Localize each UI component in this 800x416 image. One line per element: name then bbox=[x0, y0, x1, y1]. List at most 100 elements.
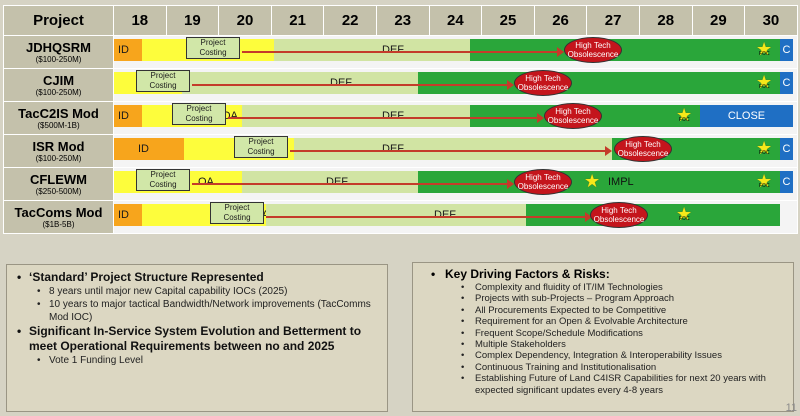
timeline-track: ID OA DEF CLOSE Project Costing High Tec… bbox=[113, 101, 798, 135]
project-name: JDHQSRM bbox=[25, 39, 91, 55]
factor-item: Complexity and fluidity of IT/IM Technol… bbox=[417, 282, 789, 294]
timeline-track: A DEF C Project Costing High Tech Obsole… bbox=[113, 68, 798, 102]
project-label: JDHQSRM ($100-250M) bbox=[3, 35, 114, 69]
close-label: C bbox=[780, 138, 793, 160]
year-26: 26 bbox=[533, 5, 588, 36]
project-row-jdhqsrm: JDHQSRM ($100-250M) ID DEF C Project Cos… bbox=[3, 35, 798, 69]
risk-oval: High Tech Obsolescence bbox=[514, 169, 572, 195]
factor-item: Complex Dependency, Integration & Intero… bbox=[417, 350, 789, 362]
project-cost: ($100-250M) bbox=[35, 153, 82, 163]
project-row-taccoms-mod: TacComs Mod ($1B-5B) ID A DEF Project Co… bbox=[3, 200, 798, 234]
timeline-arrow bbox=[228, 113, 544, 123]
project-costing-box: Project Costing bbox=[136, 169, 190, 191]
factor-item: All Procurements Expected to be Competit… bbox=[417, 305, 789, 317]
project-structure-box: ‘Standard’ Project Structure Represented… bbox=[6, 264, 388, 412]
def-phase: DEF bbox=[274, 39, 470, 61]
year-28: 28 bbox=[638, 5, 693, 36]
year-22: 22 bbox=[323, 5, 377, 36]
id-phase: ID bbox=[114, 138, 184, 160]
year-20: 20 bbox=[218, 5, 272, 36]
timeline-arrow bbox=[266, 212, 592, 222]
close-label: C bbox=[780, 72, 793, 94]
structure-point: 10 years to major tactical Bandwidth/Net… bbox=[13, 298, 381, 324]
project-costing-box: Project Costing bbox=[210, 202, 264, 224]
project-cost: ($250-500M) bbox=[35, 186, 82, 196]
factor-item: Multiple Stakeholders bbox=[417, 339, 789, 351]
foc-star-icon: ★ FOC bbox=[676, 204, 693, 224]
foc-star-icon: ★ FOC bbox=[756, 72, 773, 92]
risk-oval: High Tech Obsolescence bbox=[544, 103, 602, 129]
project-name: TacC2IS Mod bbox=[18, 105, 99, 121]
structure-point: 8 years until major new Capital capabili… bbox=[13, 285, 381, 298]
timeline-track: ID A DEF Project Costing High Tech Obsol… bbox=[113, 200, 798, 234]
timeline-arrow bbox=[290, 146, 612, 156]
foc-star-icon: ★ FOC bbox=[756, 138, 773, 158]
funding-point: Vote 1 Funding Level bbox=[13, 354, 381, 367]
project-costing-box: Project Costing bbox=[186, 37, 240, 59]
id-phase: ID bbox=[114, 105, 142, 127]
ioc-star-icon: ★ bbox=[584, 171, 601, 191]
risk-oval: High Tech Obsolescence bbox=[590, 202, 648, 228]
project-name: CFLEWM bbox=[29, 171, 88, 187]
project-label: CJIM ($100-250M) bbox=[3, 68, 114, 102]
risk-oval: High Tech Obsolescence bbox=[514, 70, 572, 96]
roadmap-table: Project 18 19 20 21 22 23 24 25 26 27 28… bbox=[3, 5, 798, 234]
timeline-arrow bbox=[192, 80, 514, 90]
project-cost: ($500M-1B) bbox=[37, 120, 80, 130]
page-number: 11 bbox=[785, 402, 797, 414]
foc-star-icon: ★ FOC bbox=[756, 171, 773, 191]
risk-oval: High Tech Obsolescence bbox=[564, 37, 622, 63]
year-21: 21 bbox=[270, 5, 325, 36]
project-cost: ($100-250M) bbox=[35, 87, 82, 97]
project-row-tacc2is-mod: TacC2IS Mod ($500M-1B) ID OA DEF CLOSE P… bbox=[3, 101, 798, 135]
project-name: ISR Mod bbox=[32, 138, 85, 154]
def-phase: DEF bbox=[294, 138, 612, 160]
project-costing-box: Project Costing bbox=[136, 70, 190, 92]
year-header-row: Project 18 19 20 21 22 23 24 25 26 27 28… bbox=[3, 5, 798, 36]
close-label: C bbox=[780, 171, 793, 193]
project-cost: ($100-250M) bbox=[35, 54, 82, 64]
factor-item: Continuous Training and Institutionalisa… bbox=[417, 362, 789, 374]
timeline-arrow bbox=[242, 47, 564, 57]
evolution-heading: Significant In-Service System Evolution … bbox=[13, 324, 381, 354]
def-phase: DEF bbox=[182, 72, 418, 94]
foc-star-icon: ★ FOC bbox=[676, 105, 693, 125]
project-label: TacC2IS Mod ($500M-1B) bbox=[3, 101, 114, 135]
year-23: 23 bbox=[375, 5, 430, 36]
key-factors-title: Key Driving Factors & Risks: bbox=[417, 267, 789, 282]
timeline-track: ID DEF C Project Costing High Tech Obsol… bbox=[113, 35, 798, 69]
def-phase: DEF bbox=[266, 204, 526, 226]
structure-heading: ‘Standard’ Project Structure Represented bbox=[13, 270, 381, 285]
year-30: 30 bbox=[744, 5, 798, 36]
year-18: 18 bbox=[113, 5, 167, 36]
project-name: CJIM bbox=[42, 72, 75, 88]
year-19: 19 bbox=[165, 5, 220, 36]
year-25: 25 bbox=[481, 5, 535, 36]
project-label: CFLEWM ($250-500M) bbox=[3, 167, 114, 201]
year-29: 29 bbox=[691, 5, 746, 36]
timeline-track: OA DEF IMPL C Project Costing High Tech … bbox=[113, 167, 798, 201]
project-label: TacComs Mod ($1B-5B) bbox=[3, 200, 114, 234]
project-name: TacComs Mod bbox=[14, 204, 103, 220]
project-row-cjim: CJIM ($100-250M) A DEF C Project Costing… bbox=[3, 68, 798, 102]
project-row-cflewm: CFLEWM ($250-500M) OA DEF IMPL C Project… bbox=[3, 167, 798, 201]
timeline-arrow bbox=[192, 179, 514, 189]
project-costing-box: Project Costing bbox=[234, 136, 288, 158]
impl-phase bbox=[418, 72, 780, 94]
key-factors-box: Key Driving Factors & Risks: Complexity … bbox=[412, 262, 794, 412]
year-24: 24 bbox=[428, 5, 483, 36]
id-phase: ID bbox=[114, 39, 142, 61]
def-phase: DEF bbox=[242, 171, 418, 193]
factor-item: Establishing Future of Land C4ISR Capabi… bbox=[417, 373, 789, 396]
project-cost: ($1B-5B) bbox=[42, 219, 75, 229]
project-label: ISR Mod ($100-250M) bbox=[3, 134, 114, 168]
project-row-isr-mod: ISR Mod ($100-250M) ID DEF C Project Cos… bbox=[3, 134, 798, 168]
factor-item: Requirement for an Open & Evolvable Arch… bbox=[417, 316, 789, 328]
foc-star-icon: ★ FOC bbox=[756, 39, 773, 59]
factor-item: Projects with sub-Projects – Program App… bbox=[417, 293, 789, 305]
project-header: Project bbox=[3, 5, 114, 36]
factor-item: Frequent Scope/Schedule Modifications bbox=[417, 328, 789, 340]
def-phase: DEF bbox=[242, 105, 470, 127]
project-costing-box: Project Costing bbox=[172, 103, 226, 125]
